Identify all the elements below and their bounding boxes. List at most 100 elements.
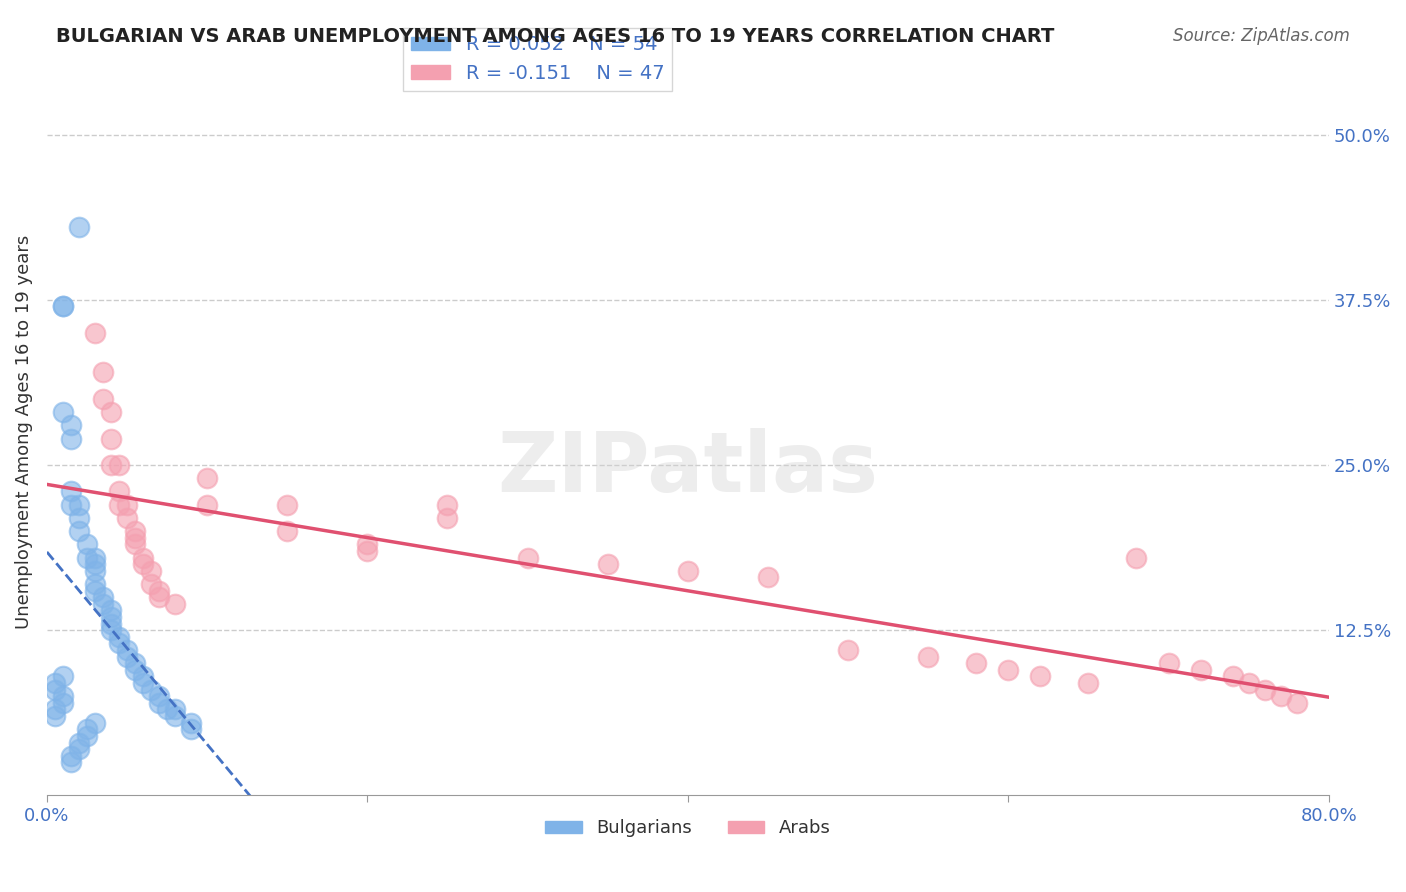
Point bbox=[76, 537, 98, 551]
Y-axis label: Unemployment Among Ages 16 to 19 years: Unemployment Among Ages 16 to 19 years bbox=[15, 235, 32, 629]
Point bbox=[59, 748, 82, 763]
Point bbox=[436, 498, 458, 512]
Point bbox=[180, 715, 202, 730]
Point bbox=[108, 458, 131, 472]
Point bbox=[195, 471, 218, 485]
Point bbox=[52, 405, 75, 419]
Point bbox=[44, 709, 66, 723]
Point bbox=[148, 590, 170, 604]
Point bbox=[44, 676, 66, 690]
Point bbox=[52, 690, 75, 704]
Point bbox=[1270, 690, 1292, 704]
Point bbox=[124, 531, 146, 545]
Point bbox=[52, 300, 75, 314]
Point bbox=[44, 702, 66, 716]
Point bbox=[84, 564, 107, 578]
Point bbox=[356, 544, 378, 558]
Point bbox=[91, 590, 114, 604]
Point bbox=[84, 326, 107, 340]
Text: ZIPatlas: ZIPatlas bbox=[498, 428, 879, 508]
Point bbox=[84, 550, 107, 565]
Point bbox=[356, 537, 378, 551]
Point bbox=[132, 557, 155, 571]
Point bbox=[115, 643, 138, 657]
Point bbox=[91, 366, 114, 380]
Point bbox=[67, 742, 90, 756]
Point bbox=[1029, 669, 1052, 683]
Point bbox=[1077, 676, 1099, 690]
Point bbox=[1253, 682, 1275, 697]
Point bbox=[124, 537, 146, 551]
Point bbox=[139, 682, 162, 697]
Point bbox=[76, 550, 98, 565]
Point bbox=[52, 300, 75, 314]
Point bbox=[115, 498, 138, 512]
Point bbox=[67, 735, 90, 749]
Point bbox=[997, 663, 1019, 677]
Point bbox=[1157, 657, 1180, 671]
Point bbox=[165, 597, 187, 611]
Point bbox=[165, 709, 187, 723]
Point bbox=[139, 577, 162, 591]
Point bbox=[59, 432, 82, 446]
Point bbox=[516, 550, 538, 565]
Point bbox=[84, 715, 107, 730]
Point bbox=[52, 696, 75, 710]
Point bbox=[156, 702, 179, 716]
Text: BULGARIAN VS ARAB UNEMPLOYMENT AMONG AGES 16 TO 19 YEARS CORRELATION CHART: BULGARIAN VS ARAB UNEMPLOYMENT AMONG AGE… bbox=[56, 27, 1054, 45]
Point bbox=[132, 550, 155, 565]
Point bbox=[91, 597, 114, 611]
Point bbox=[100, 432, 122, 446]
Point bbox=[59, 756, 82, 770]
Point bbox=[676, 564, 699, 578]
Point bbox=[276, 498, 298, 512]
Point bbox=[115, 511, 138, 525]
Point bbox=[84, 583, 107, 598]
Point bbox=[596, 557, 619, 571]
Point bbox=[276, 524, 298, 538]
Point bbox=[148, 690, 170, 704]
Point bbox=[139, 564, 162, 578]
Point bbox=[1189, 663, 1212, 677]
Point bbox=[108, 630, 131, 644]
Point bbox=[1285, 696, 1308, 710]
Point bbox=[84, 557, 107, 571]
Point bbox=[67, 220, 90, 235]
Point bbox=[108, 484, 131, 499]
Point bbox=[108, 498, 131, 512]
Point bbox=[100, 405, 122, 419]
Point bbox=[100, 616, 122, 631]
Point bbox=[1125, 550, 1147, 565]
Point bbox=[148, 696, 170, 710]
Point bbox=[100, 603, 122, 617]
Point bbox=[965, 657, 987, 671]
Point bbox=[100, 458, 122, 472]
Point bbox=[1237, 676, 1260, 690]
Point bbox=[59, 484, 82, 499]
Point bbox=[115, 649, 138, 664]
Point bbox=[132, 669, 155, 683]
Point bbox=[1222, 669, 1244, 683]
Point bbox=[100, 624, 122, 638]
Point bbox=[756, 570, 779, 584]
Point bbox=[837, 643, 859, 657]
Point bbox=[124, 524, 146, 538]
Point bbox=[148, 583, 170, 598]
Point bbox=[124, 657, 146, 671]
Point bbox=[76, 729, 98, 743]
Point bbox=[84, 577, 107, 591]
Point bbox=[59, 418, 82, 433]
Point bbox=[67, 511, 90, 525]
Point bbox=[132, 676, 155, 690]
Point bbox=[180, 723, 202, 737]
Text: Source: ZipAtlas.com: Source: ZipAtlas.com bbox=[1173, 27, 1350, 45]
Point bbox=[67, 498, 90, 512]
Point bbox=[165, 702, 187, 716]
Point bbox=[52, 669, 75, 683]
Point bbox=[436, 511, 458, 525]
Point bbox=[59, 498, 82, 512]
Point bbox=[100, 610, 122, 624]
Point bbox=[108, 636, 131, 650]
Point bbox=[44, 682, 66, 697]
Point bbox=[91, 392, 114, 406]
